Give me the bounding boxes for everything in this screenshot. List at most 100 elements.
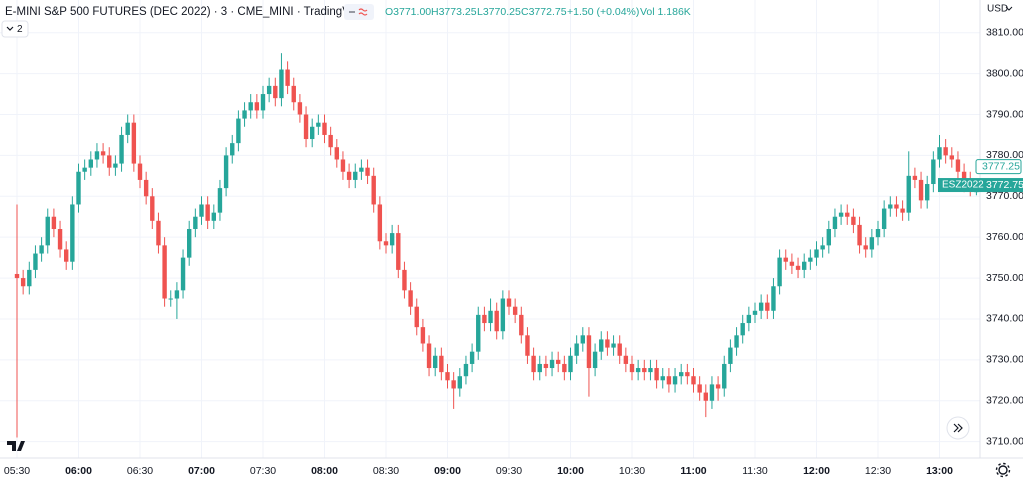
- candle-body: [869, 237, 875, 250]
- y-tick-label: 3780.00: [986, 149, 1023, 161]
- candles: [14, 53, 979, 438]
- candle-body: [611, 343, 616, 348]
- candle-body: [303, 114, 309, 140]
- y-tick-label: 3720.00: [986, 395, 1023, 407]
- candle-body: [875, 229, 881, 238]
- candle-body: [771, 286, 776, 311]
- candle-body: [543, 363, 549, 369]
- candle-body: [685, 372, 690, 377]
- candle-body: [199, 204, 204, 217]
- candle-body: [832, 216, 838, 229]
- x-tick-label: 09:00: [434, 465, 461, 477]
- candle-body: [420, 327, 426, 344]
- settings-button[interactable]: [995, 462, 1011, 478]
- candle-body: [734, 335, 739, 348]
- x-tick-label: 10:00: [557, 465, 584, 477]
- candle-body: [912, 175, 918, 180]
- candle-body: [808, 257, 813, 262]
- time-axis: 05:30 06:00 06:30 07:00 07:30 08:00 08:30 09:00…: [4, 465, 953, 477]
- x-tick-label: 10:30: [619, 465, 645, 477]
- candle-body: [273, 85, 278, 99]
- candle-body: [943, 147, 948, 156]
- candle-body: [439, 355, 444, 373]
- candle-body: [789, 261, 795, 266]
- candle-body: [863, 245, 868, 250]
- candle-body: [857, 224, 862, 246]
- price-label-box: [975, 159, 1022, 175]
- scroll-to-latest-button[interactable]: [946, 416, 970, 440]
- indicator-toggle[interactable]: 2: [1, 20, 29, 38]
- candle-body: [57, 229, 63, 250]
- x-tick-label: 07:00: [188, 465, 215, 477]
- candle-body: [451, 380, 456, 389]
- candle-body: [402, 269, 407, 291]
- candle-body: [359, 167, 364, 172]
- price-labels: 3777.25 ESZ2022 3772.75: [938, 159, 1023, 193]
- candle-body: [445, 372, 450, 381]
- candle-body: [14, 273, 20, 279]
- candle-body: [156, 220, 161, 246]
- candle-body: [758, 302, 764, 311]
- candle-body: [291, 85, 296, 103]
- candle-body: [961, 171, 967, 185]
- candle-body: [248, 102, 253, 111]
- price-axis: 3710.00 3720.00 3730.00 3740.00 3750.00 3760.…: [986, 26, 1023, 447]
- candle-body: [389, 233, 395, 246]
- candle-body: [599, 339, 604, 352]
- candle-body: [88, 159, 93, 168]
- candle-body: [525, 335, 530, 356]
- candle-body: [457, 376, 462, 389]
- candle-body: [881, 208, 887, 229]
- currency-label[interactable]: USD: [987, 4, 1008, 15]
- x-tick-label: 12:00: [803, 465, 830, 477]
- candle-body: [697, 384, 702, 393]
- candle-body: [20, 278, 26, 287]
- candle-body: [838, 212, 844, 217]
- candle-body: [500, 298, 506, 332]
- currency-dropdown[interactable]: [1005, 6, 1013, 11]
- candle-body: [802, 261, 807, 270]
- x-tick-label: 08:30: [373, 465, 399, 477]
- candle-body: [592, 351, 598, 369]
- candle-body: [918, 179, 924, 201]
- candle-body: [193, 216, 198, 229]
- candle-body: [820, 245, 825, 250]
- candle-body: [346, 171, 352, 180]
- candle-body: [752, 310, 758, 315]
- candle-body: [297, 102, 303, 115]
- x-tick-label: 06:00: [65, 465, 92, 477]
- candle-body: [211, 212, 216, 221]
- candle-body: [568, 355, 573, 373]
- x-tick-label: 05:30: [4, 465, 30, 477]
- candle-body: [180, 257, 186, 291]
- candle-body: [334, 147, 339, 160]
- candle-body: [168, 298, 173, 300]
- candle-body: [254, 102, 260, 111]
- series-toggle[interactable]: [344, 4, 374, 20]
- candle-body: [476, 314, 481, 352]
- candle-body: [715, 384, 721, 389]
- candle-body: [629, 363, 635, 373]
- y-tick-label: 3710.00: [986, 435, 1023, 447]
- x-tick-label: 11:00: [680, 465, 706, 477]
- candle-body: [765, 302, 770, 311]
- ohlc-legend: O3771.00 H3773.25 L3770.25 C3772.75 +1.50 (+…: [385, 6, 691, 18]
- candle-body: [119, 134, 124, 164]
- candle-body: [266, 85, 272, 95]
- candle-body: [27, 269, 32, 287]
- candle-body: [217, 188, 223, 213]
- candle-body: [260, 94, 266, 111]
- candle-body: [365, 167, 370, 176]
- candle-body: [666, 376, 672, 385]
- candle-body: [310, 126, 315, 140]
- candle-body: [205, 204, 210, 221]
- candle-body: [45, 216, 50, 246]
- price-label-name: ESZ2022: [942, 180, 984, 191]
- candle-body: [925, 184, 930, 201]
- candle-body: [574, 343, 579, 356]
- candle-body: [187, 229, 192, 258]
- candle-body: [648, 368, 653, 373]
- y-tick-label: 3800.00: [986, 67, 1023, 79]
- candle-body: [137, 163, 143, 180]
